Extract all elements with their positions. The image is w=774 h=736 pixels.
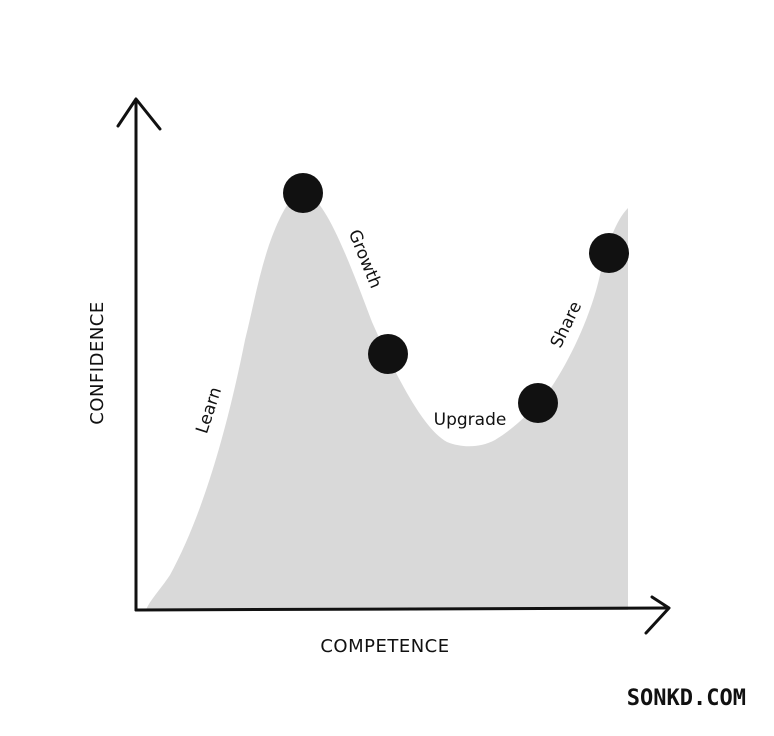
upgrade-label: Upgrade bbox=[434, 410, 507, 430]
y-axis-title: CONFIDENCE bbox=[87, 301, 108, 425]
share-marker bbox=[589, 233, 629, 273]
upgrade-marker bbox=[518, 383, 558, 423]
confidence-curve-area bbox=[146, 191, 628, 610]
learn-label: Learn bbox=[192, 385, 226, 436]
x-axis-title: COMPETENCE bbox=[320, 636, 449, 657]
y-axis-arrowhead bbox=[116, 97, 162, 131]
x-axis-arrowhead bbox=[644, 595, 671, 635]
x-axis-line bbox=[134, 606, 670, 612]
peak-marker bbox=[283, 173, 323, 213]
site-watermark: SONKD.COM bbox=[627, 686, 746, 711]
growth-marker bbox=[368, 334, 408, 374]
